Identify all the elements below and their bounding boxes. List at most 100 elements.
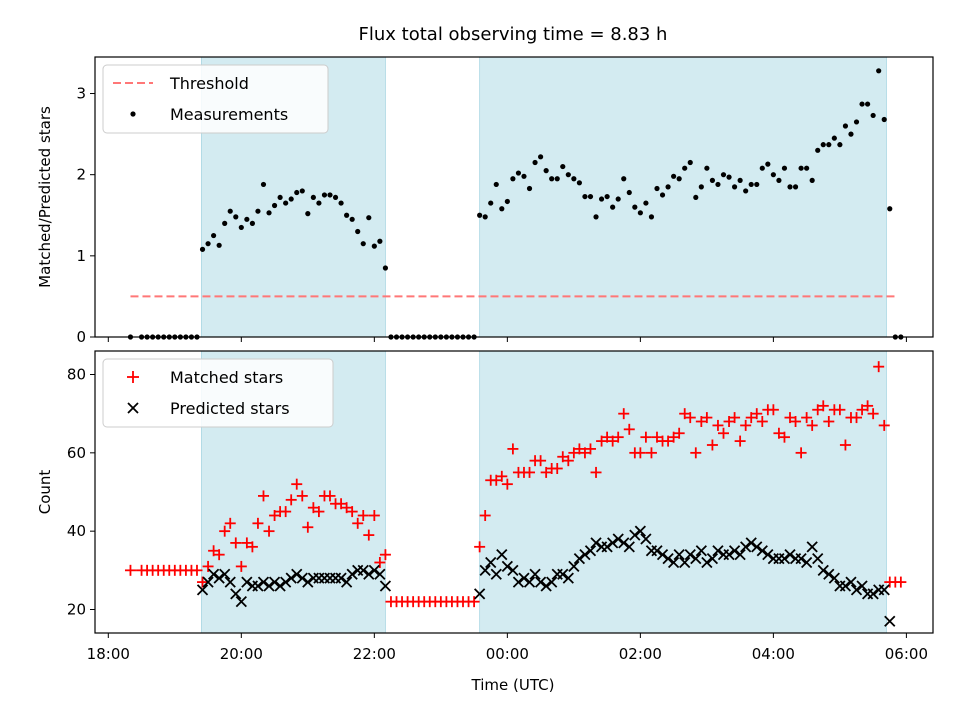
- observing-interval-1: [479, 350, 887, 634]
- predicted-point: [496, 549, 508, 561]
- measurement-point: [837, 142, 843, 148]
- matched-point: [851, 412, 863, 424]
- matched-point: [812, 404, 824, 416]
- measurement-point: [344, 212, 350, 218]
- matched-point: [246, 541, 258, 553]
- predicted-point: [695, 545, 707, 557]
- matched-point: [596, 435, 608, 447]
- matched-point: [712, 419, 724, 431]
- measurement-point: [587, 193, 594, 200]
- predicted-point: [845, 576, 857, 588]
- predicted-point: [501, 560, 513, 573]
- matched-point: [817, 400, 829, 412]
- matched-point: [740, 419, 752, 431]
- matched-point: [368, 510, 380, 521]
- matched-point: [562, 455, 574, 467]
- predicted-point: [817, 564, 829, 576]
- measurement-point: [515, 170, 522, 176]
- measurement-point: [310, 194, 316, 201]
- matched-point: [718, 427, 729, 439]
- measurement-point: [305, 211, 311, 217]
- measurement-point: [582, 193, 588, 200]
- predicted-point: [302, 576, 314, 588]
- predicted-point: [363, 568, 375, 580]
- predicted-point: [623, 541, 635, 553]
- predicted-point: [751, 541, 763, 553]
- measurement-point: [804, 165, 810, 171]
- matched-point: [767, 404, 779, 416]
- matched-point: [618, 408, 630, 420]
- predicted-point: [618, 537, 630, 549]
- measurement-point: [726, 174, 732, 180]
- measurement-point: [260, 181, 267, 188]
- measurement-point: [870, 112, 876, 119]
- measurement-point: [776, 177, 782, 183]
- measurement-point: [731, 184, 738, 190]
- legend-label: Threshold: [169, 74, 249, 93]
- predicted-point: [867, 588, 879, 600]
- measurement-point: [255, 208, 261, 214]
- measurement-point: [266, 210, 272, 216]
- matched-point: [662, 435, 674, 447]
- predicted-point: [512, 576, 525, 588]
- predicted-point: [280, 576, 292, 588]
- matched-point: [801, 412, 813, 424]
- matched-point: [296, 490, 308, 502]
- measurement-point: [382, 265, 389, 271]
- measurement-point: [876, 68, 882, 74]
- matched-point: [252, 517, 264, 529]
- measurement-point: [637, 210, 643, 216]
- predicted-point: [607, 537, 619, 549]
- predicted-point: [368, 564, 380, 576]
- predicted-point: [850, 584, 863, 596]
- matched-point: [568, 447, 580, 459]
- matched-point: [607, 435, 619, 447]
- predicted-point: [701, 556, 713, 569]
- matched-point: [230, 537, 242, 549]
- measurement-point: [316, 200, 322, 206]
- matched-point: [867, 408, 879, 420]
- predicted-point: [523, 576, 536, 588]
- measurement-point: [626, 189, 632, 196]
- measurement-point: [754, 181, 760, 188]
- predicted-point: [579, 549, 591, 561]
- measurement-point: [693, 194, 699, 201]
- measurement-point: [798, 165, 804, 171]
- measurement-point: [815, 147, 821, 153]
- matched-point: [379, 549, 391, 561]
- matched-point: [579, 447, 591, 459]
- predicted-point: [878, 584, 890, 596]
- measurement-point: [521, 173, 527, 179]
- matched-point: [257, 490, 269, 502]
- predicted-point: [534, 576, 547, 588]
- predicted-point: [712, 545, 724, 557]
- legend-box: [102, 358, 334, 428]
- predicted-point: [806, 541, 818, 553]
- measurement-point: [355, 228, 361, 235]
- matched-point: [668, 431, 680, 443]
- measurement-point: [532, 159, 538, 166]
- predicted-point: [795, 552, 807, 565]
- legend-label: Measurements: [170, 105, 288, 124]
- measurement-point: [360, 241, 366, 247]
- predicted-point: [684, 549, 696, 561]
- measurement-point: [654, 185, 660, 192]
- x-axis-title: Time (UTC): [471, 676, 555, 694]
- measurement-point: [826, 142, 832, 148]
- measurement-point: [615, 196, 621, 202]
- y-tick-label: 40: [67, 522, 86, 540]
- measurement-point: [698, 184, 704, 190]
- measurement-point: [510, 176, 516, 182]
- measurement-point: [743, 188, 749, 194]
- matched-point: [208, 545, 220, 557]
- matched-point: [307, 502, 319, 514]
- measurement-point: [549, 176, 555, 182]
- matched-point: [474, 541, 486, 553]
- matched-point: [679, 408, 691, 420]
- predicted-point: [762, 549, 774, 561]
- measurement-point: [538, 154, 544, 160]
- matched-point: [269, 510, 281, 521]
- predicted-point: [573, 552, 586, 565]
- measurement-point: [205, 241, 211, 247]
- y-tick-label: 3: [76, 85, 86, 103]
